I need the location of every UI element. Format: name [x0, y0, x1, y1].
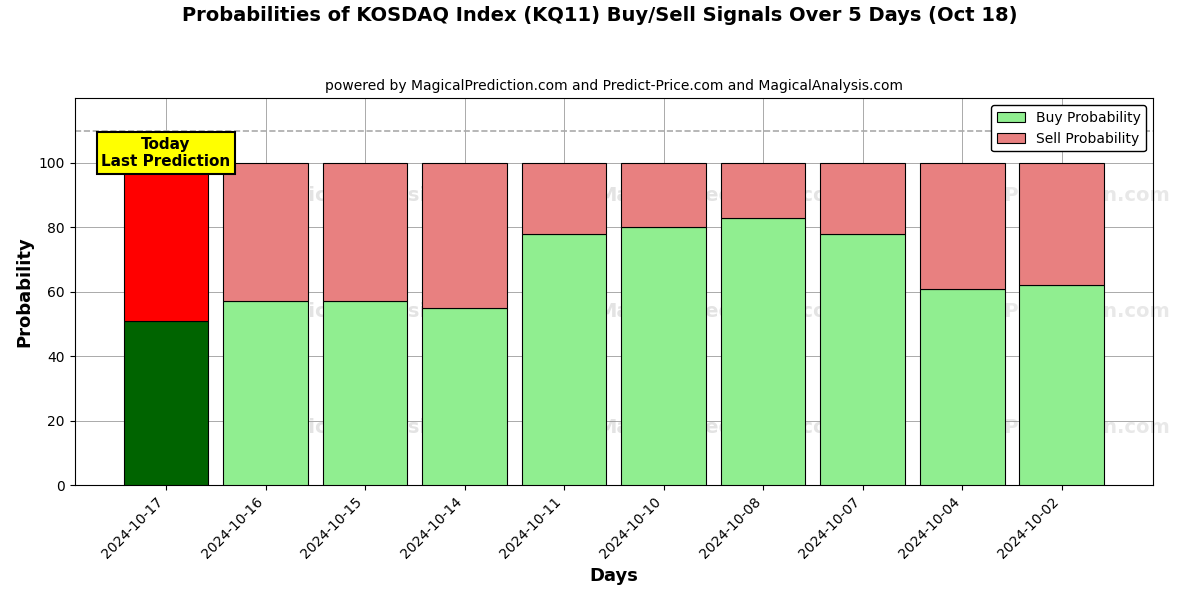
Bar	[124, 163, 209, 321]
Text: Today
Last Prediction: Today Last Prediction	[101, 137, 230, 169]
Bar	[223, 163, 308, 301]
Bar	[920, 163, 1004, 289]
Bar	[721, 163, 805, 218]
X-axis label: Days: Days	[589, 567, 638, 585]
Text: MagicalPrediction.com: MagicalPrediction.com	[596, 302, 847, 320]
Text: MagicalPrediction.com: MagicalPrediction.com	[596, 418, 847, 437]
Bar	[323, 301, 407, 485]
Text: Probabilities of KOSDAQ Index (KQ11) Buy/Sell Signals Over 5 Days (Oct 18): Probabilities of KOSDAQ Index (KQ11) Buy…	[182, 6, 1018, 25]
Bar	[522, 234, 606, 485]
Bar	[821, 163, 905, 234]
Bar	[522, 163, 606, 234]
Bar	[223, 301, 308, 485]
Text: MagicalPrediction.com: MagicalPrediction.com	[920, 302, 1170, 320]
Bar	[422, 163, 506, 308]
Bar	[422, 308, 506, 485]
Bar	[821, 234, 905, 485]
Bar	[920, 289, 1004, 485]
Title: powered by MagicalPrediction.com and Predict-Price.com and MagicalAnalysis.com: powered by MagicalPrediction.com and Pre…	[325, 79, 902, 93]
Bar	[721, 218, 805, 485]
Bar	[1020, 286, 1104, 485]
Text: MagicalPrediction.com: MagicalPrediction.com	[920, 418, 1170, 437]
Y-axis label: Probability: Probability	[16, 236, 34, 347]
Bar	[622, 227, 706, 485]
Text: MagicalPrediction.com: MagicalPrediction.com	[920, 185, 1170, 205]
Legend: Buy Probability, Sell Probability: Buy Probability, Sell Probability	[991, 105, 1146, 151]
Bar	[1020, 163, 1104, 286]
Bar	[124, 321, 209, 485]
Text: MagicalAnalysis.com: MagicalAnalysis.com	[263, 185, 491, 205]
Bar	[323, 163, 407, 301]
Bar	[622, 163, 706, 227]
Text: MagicalPrediction.com: MagicalPrediction.com	[596, 185, 847, 205]
Text: MagicalAnalysis.com: MagicalAnalysis.com	[263, 418, 491, 437]
Text: MagicalAnalysis.com: MagicalAnalysis.com	[263, 302, 491, 320]
